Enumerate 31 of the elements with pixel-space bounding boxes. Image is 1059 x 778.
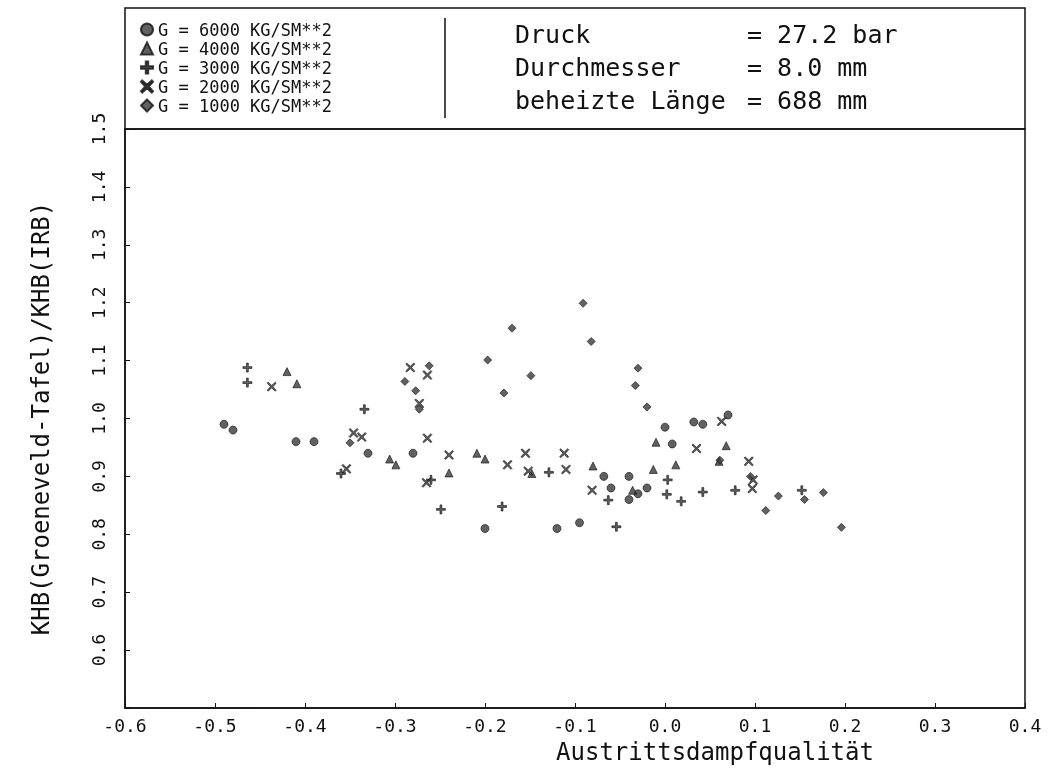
y-tick-label: 1.1 [87, 344, 109, 377]
y-tick-label: 1.0 [87, 402, 109, 435]
x-tick-label: -0.4 [283, 714, 327, 736]
legend-label: G = 2000 KG/SM**2 [158, 76, 332, 97]
legend-label: G = 1000 KG/SM**2 [158, 95, 332, 116]
y-tick-label: 1.5 [87, 112, 109, 146]
x-axis-title: Austrittsdampfqualität [556, 738, 874, 766]
x-tick-label: 0.1 [738, 714, 772, 736]
y-tick-label: 0.6 [87, 633, 109, 667]
x-tick-label: 0.3 [918, 714, 952, 736]
y-tick-label: 0.7 [87, 575, 109, 609]
x-tick-label: -0.2 [463, 714, 507, 736]
text: Durchmesser = 8.0 mm [515, 53, 868, 82]
y-tick-label: 0.9 [87, 460, 109, 493]
x-tick-label: -0.6 [103, 714, 147, 736]
y-tick-label: 1.2 [87, 286, 109, 319]
legend-label: G = 3000 KG/SM**2 [158, 57, 332, 78]
legend-label: G = 4000 KG/SM**2 [158, 38, 332, 59]
text: Druck = 27.2 bar [515, 20, 898, 49]
text: beheizte Länge = 688 mm [515, 86, 868, 115]
y-tick-label: 1.3 [87, 228, 109, 262]
x-tick-label: 0.4 [1008, 714, 1042, 736]
y-tick-label: 0.8 [87, 518, 109, 551]
x-tick-label: 0.2 [828, 714, 862, 736]
legend-label: G = 6000 KG/SM**2 [158, 19, 332, 40]
x-tick-label: 0.0 [648, 714, 682, 736]
x-tick-label: -0.1 [553, 714, 597, 736]
y-tick-label: 1.4 [87, 170, 109, 204]
y-axis-title: KHB(Groeneveld-Tafel)/KHB(IRB) [27, 201, 55, 636]
x-tick-label: -0.3 [373, 714, 417, 736]
x-tick-label: -0.5 [193, 714, 237, 736]
